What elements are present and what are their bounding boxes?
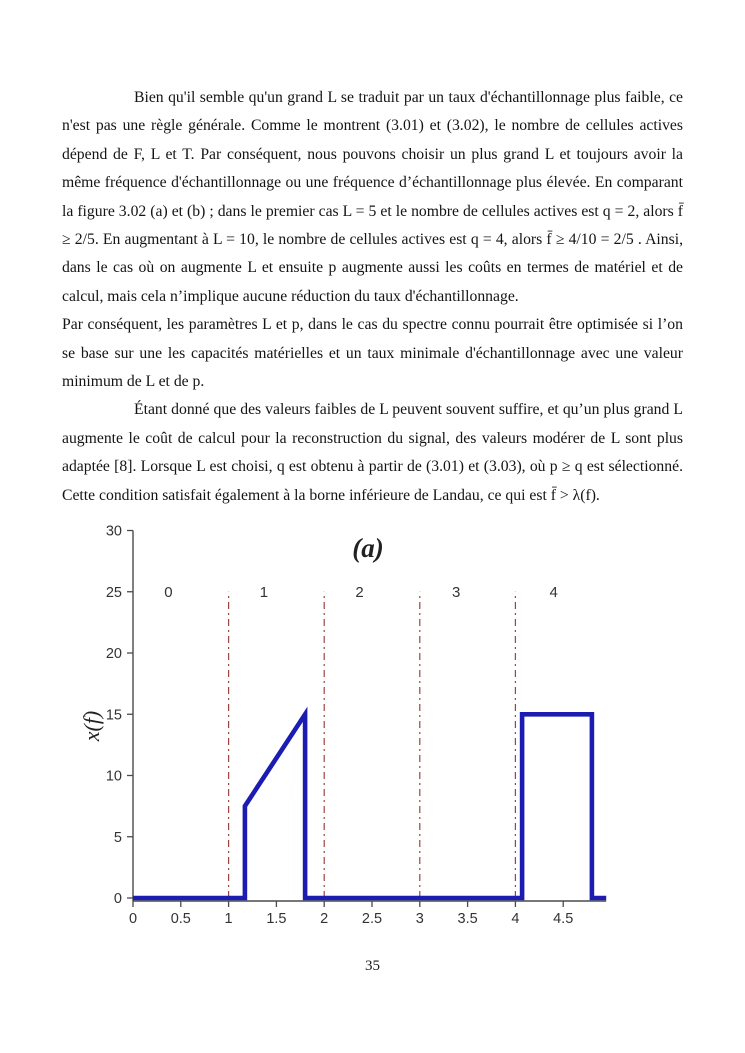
- x-tick-label: 0.5: [171, 911, 191, 927]
- cell-index-label: 0: [164, 584, 172, 601]
- spectrum-signal-line: [133, 706, 607, 901]
- x-tick-label: 3: [416, 911, 424, 927]
- cell-index-label: 3: [452, 584, 460, 601]
- chart-title: (a): [352, 533, 383, 563]
- paragraph-1: Bien qu'il semble qu'un grand L se tradu…: [62, 89, 683, 305]
- x-tick-label: 4: [511, 911, 519, 927]
- y-tick-label: 0: [114, 891, 122, 907]
- x-tick-label: 1.5: [266, 911, 286, 927]
- x-tick-label: 2: [320, 911, 328, 927]
- y-tick-label: 5: [114, 830, 122, 846]
- y-tick-label: 30: [106, 524, 122, 540]
- cell-index-label: 2: [355, 584, 363, 601]
- figure-3-02-a: 0 5 10 15 20 25 30 0 0.5 1 1.5 2 2.5 3 3.5 4 4.5 0 1 2 3 4 (a)…: [0, 505, 745, 945]
- y-axis-title: x(f): [79, 711, 104, 743]
- y-tick-label: 25: [106, 585, 122, 601]
- body-text: Bien qu'il semble qu'un grand L se tradu…: [62, 84, 683, 510]
- y-tick-label: 15: [106, 707, 122, 723]
- x-tick-label: 3.5: [458, 911, 478, 927]
- x-tick-label: 2.5: [362, 911, 382, 927]
- paragraph-2: Par conséquent, les paramètres L et p, d…: [62, 316, 683, 391]
- x-tick-label: 0: [129, 911, 137, 927]
- cell-index-label: 4: [549, 584, 557, 601]
- x-tick-label: 4.5: [553, 911, 573, 927]
- x-tick-label: 1: [225, 911, 233, 927]
- cell-index-label: 1: [260, 584, 268, 601]
- paragraph-3: Étant donné que des valeurs faibles de L…: [62, 401, 683, 504]
- y-tick-label: 20: [106, 646, 122, 662]
- spectrum-chart: 0 5 10 15 20 25 30 0 0.5 1 1.5 2 2.5 3 3.5 4 4.5 0 1 2 3 4 (a)…: [79, 524, 607, 927]
- y-tick-label: 10: [106, 769, 122, 785]
- page-number: 35: [365, 958, 380, 974]
